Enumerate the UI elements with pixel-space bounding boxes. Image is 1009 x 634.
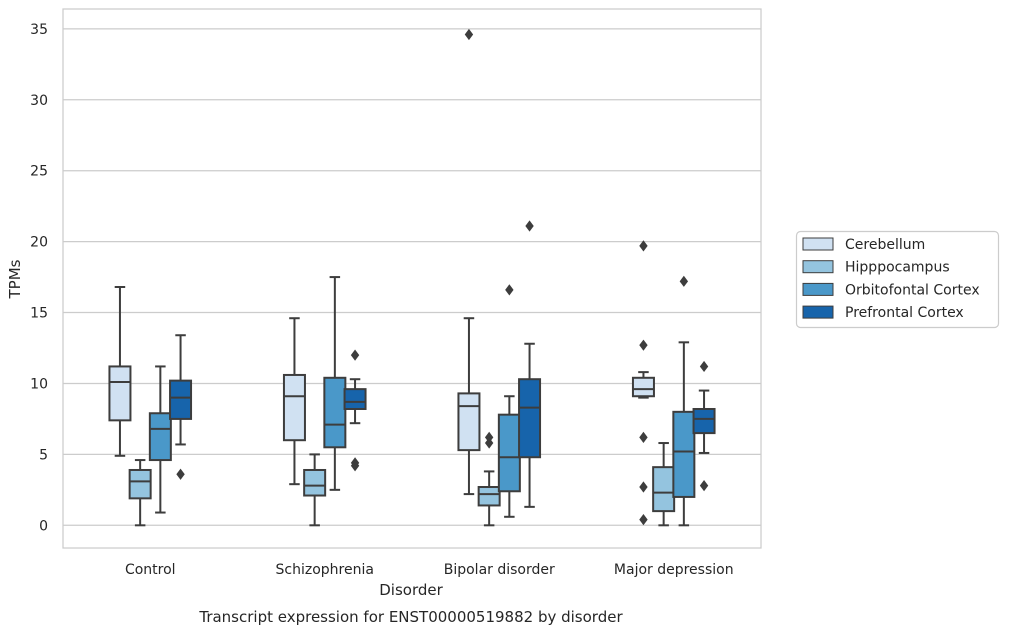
outlier-point xyxy=(525,220,534,232)
plot-area xyxy=(108,28,716,527)
plot-frame xyxy=(62,8,762,549)
outlier-point xyxy=(699,360,709,373)
x-tick-label: Bipolar disorder xyxy=(444,562,555,578)
x-axis-ticks: Control Schizophrenia Bipolar disorder Majo… xyxy=(125,562,734,578)
x-tick-label: Major depression xyxy=(614,562,734,578)
box-prefrontal-cortex-3 xyxy=(692,360,716,492)
y-tick-label: 35 xyxy=(30,22,48,38)
y-axis-label: TPMs xyxy=(6,259,24,299)
box-prefrontal-cortex-1 xyxy=(343,349,367,472)
box-orbitofontal-cortex-1 xyxy=(323,276,347,491)
y-axis-ticks: 0 5 10 15 20 25 30 35 xyxy=(30,22,48,534)
box-orbitofontal-cortex-3 xyxy=(672,275,696,527)
outlier-point xyxy=(639,431,648,443)
legend: Cerebellum Hipppocampus Orbitofontal Corte… xyxy=(795,230,1000,329)
x-tick-label: Control xyxy=(125,562,176,578)
box-iqr xyxy=(108,365,132,422)
legend-swatch xyxy=(802,282,834,296)
box-iqr xyxy=(457,392,481,452)
box-iqr xyxy=(497,413,521,493)
legend-swatch xyxy=(802,260,834,274)
outlier-point xyxy=(639,481,648,493)
box-cerebellum-1 xyxy=(282,317,306,486)
outlier-point xyxy=(484,437,494,449)
box-iqr xyxy=(518,378,542,459)
box-hipppocampus-3 xyxy=(652,442,676,527)
legend-label: Cerebellum xyxy=(845,237,925,253)
box-iqr xyxy=(652,466,676,513)
box-hipppocampus-2 xyxy=(477,431,501,527)
y-tick-label: 10 xyxy=(30,376,48,392)
box-iqr xyxy=(692,407,716,435)
outlier-point xyxy=(639,240,648,252)
box-iqr xyxy=(303,468,327,497)
y-tick-label: 0 xyxy=(39,518,48,534)
box-iqr xyxy=(323,376,347,449)
box-iqr xyxy=(631,376,655,398)
box-prefrontal-cortex-2 xyxy=(518,220,542,508)
box-iqr xyxy=(343,388,367,410)
outlier-point xyxy=(505,284,514,296)
box-cerebellum-2 xyxy=(457,28,481,496)
box-orbitofontal-cortex-2 xyxy=(497,284,521,518)
legend-swatch xyxy=(802,237,834,251)
legend-label: Prefrontal Cortex xyxy=(845,305,964,321)
y-tick-label: 20 xyxy=(30,235,48,251)
legend-swatch xyxy=(802,305,834,319)
box-cerebellum-3 xyxy=(631,240,655,526)
box-orbitofontal-cortex-0 xyxy=(148,365,172,514)
outlier-point xyxy=(350,349,360,361)
legend-label: Hipppocampus xyxy=(845,260,950,276)
box-iqr xyxy=(169,379,193,420)
box-iqr xyxy=(128,468,152,500)
box-iqr xyxy=(282,373,306,442)
outlier-point xyxy=(639,339,648,351)
outlier-point xyxy=(176,468,185,480)
chart-caption: Transcript expression for ENST0000051988… xyxy=(198,608,623,626)
box-hipppocampus-0 xyxy=(128,459,152,527)
legend-frame xyxy=(795,230,1000,329)
x-tick-label: Schizophrenia xyxy=(276,562,374,578)
box-iqr xyxy=(148,412,172,462)
y-tick-label: 30 xyxy=(30,93,48,109)
box-iqr xyxy=(477,486,501,507)
legend-label: Orbitofontal Cortex xyxy=(845,282,980,298)
outlier-point xyxy=(699,479,709,492)
outlier-point xyxy=(484,431,494,443)
box-cerebellum-0 xyxy=(108,286,132,457)
outlier-point xyxy=(464,28,474,41)
y-tick-label: 15 xyxy=(30,306,48,322)
y-tick-label: 25 xyxy=(30,164,48,180)
box-iqr xyxy=(672,410,696,498)
y-tick-label: 5 xyxy=(39,447,48,463)
outlier-point xyxy=(639,514,648,526)
outlier-point xyxy=(679,275,689,287)
outlier-point xyxy=(350,460,360,472)
box-prefrontal-cortex-0 xyxy=(169,334,193,480)
box-hipppocampus-1 xyxy=(303,453,327,527)
x-axis-label: Disorder xyxy=(379,581,443,599)
